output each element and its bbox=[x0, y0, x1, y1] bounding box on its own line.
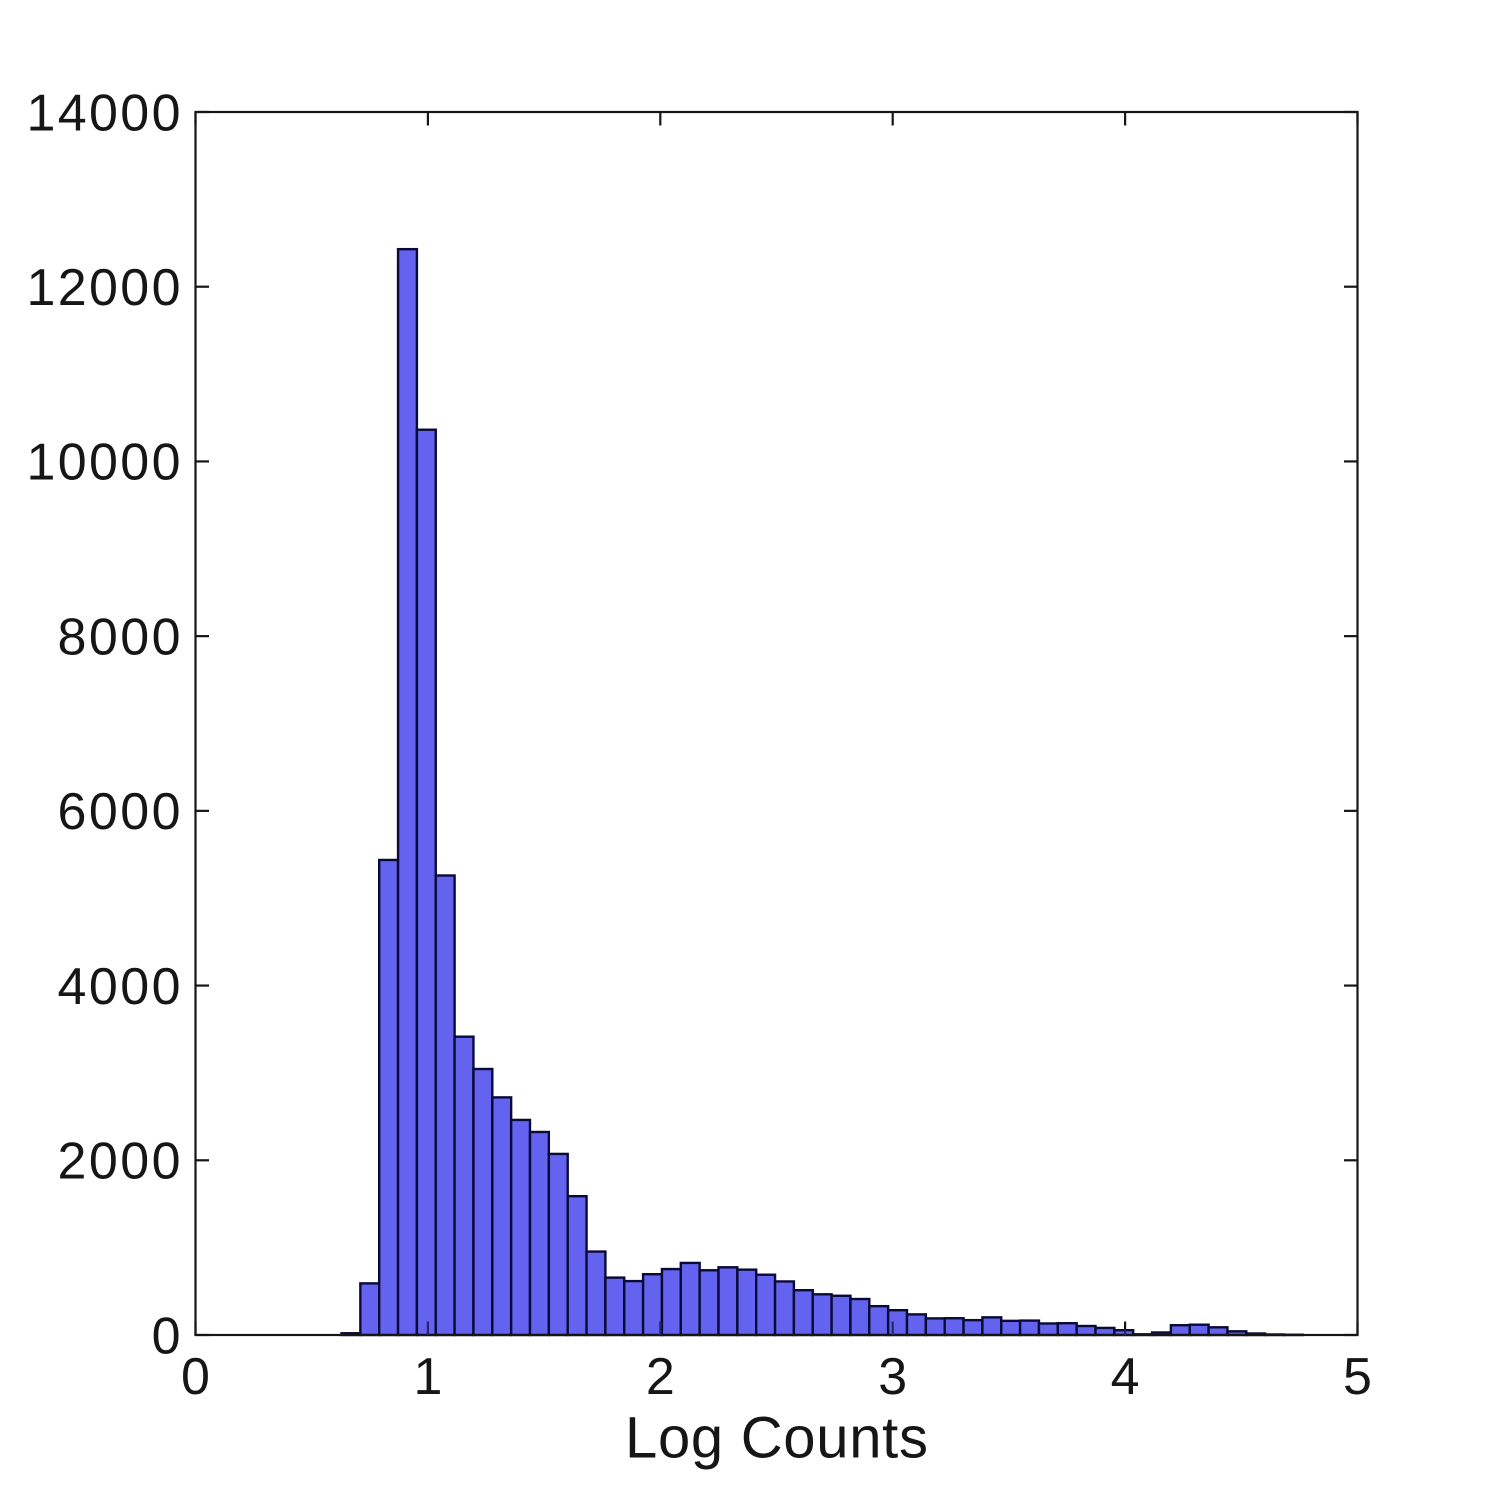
svg-text:2: 2 bbox=[646, 1348, 675, 1406]
svg-text:10000: 10000 bbox=[27, 434, 181, 492]
svg-text:14000: 14000 bbox=[27, 84, 181, 142]
svg-text:0: 0 bbox=[181, 1348, 210, 1406]
svg-text:4: 4 bbox=[1111, 1348, 1140, 1406]
svg-text:0: 0 bbox=[152, 1307, 181, 1365]
svg-text:5: 5 bbox=[1343, 1348, 1372, 1406]
svg-text:12000: 12000 bbox=[27, 259, 181, 317]
svg-text:1: 1 bbox=[413, 1348, 442, 1406]
svg-text:3: 3 bbox=[878, 1348, 907, 1406]
svg-text:Log Counts: Log Counts bbox=[625, 1406, 928, 1471]
